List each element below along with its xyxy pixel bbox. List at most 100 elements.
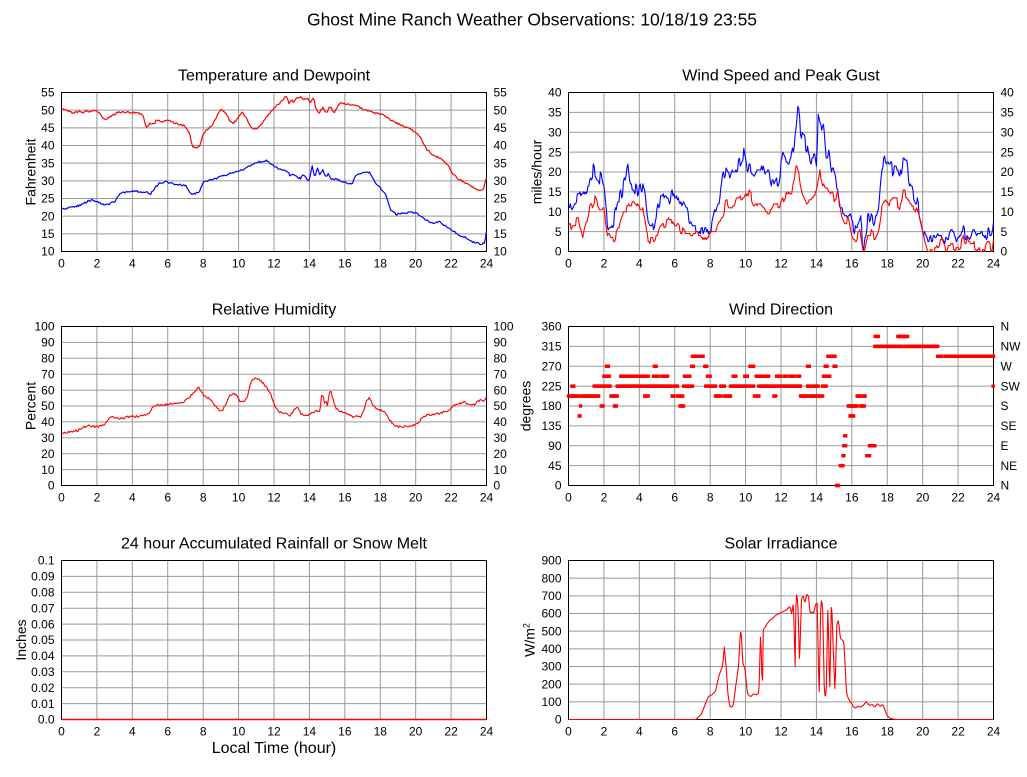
svg-text:35: 35	[548, 106, 562, 120]
svg-text:270: 270	[541, 359, 561, 373]
svg-text:Wind Speed and Peak Gust: Wind Speed and Peak Gust	[682, 68, 880, 85]
svg-text:700: 700	[541, 589, 561, 603]
svg-text:8: 8	[707, 491, 714, 505]
svg-text:12: 12	[267, 257, 281, 271]
svg-text:2: 2	[94, 491, 101, 505]
svg-text:5: 5	[555, 225, 562, 239]
svg-text:20: 20	[41, 447, 55, 461]
svg-text:35: 35	[494, 156, 508, 170]
svg-text:20: 20	[409, 725, 423, 739]
svg-text:0: 0	[48, 479, 55, 493]
svg-text:0: 0	[555, 245, 562, 259]
svg-text:20: 20	[548, 165, 562, 179]
svg-text:40: 40	[548, 86, 562, 100]
svg-text:45: 45	[41, 121, 55, 135]
svg-text:15: 15	[548, 185, 562, 199]
svg-text:30: 30	[41, 431, 55, 445]
svg-text:0.05: 0.05	[31, 633, 55, 647]
svg-text:0: 0	[494, 479, 501, 493]
svg-text:20: 20	[916, 725, 930, 739]
svg-text:0: 0	[58, 725, 65, 739]
svg-text:20: 20	[916, 257, 930, 271]
svg-text:Wind Direction: Wind Direction	[729, 302, 833, 319]
svg-text:S: S	[1001, 399, 1009, 413]
svg-text:2: 2	[601, 491, 608, 505]
svg-text:135: 135	[541, 419, 561, 433]
svg-text:0: 0	[565, 257, 572, 271]
svg-text:12: 12	[774, 491, 788, 505]
svg-text:16: 16	[845, 491, 859, 505]
svg-text:225: 225	[541, 379, 561, 393]
svg-text:18: 18	[881, 725, 895, 739]
svg-text:10: 10	[1001, 205, 1015, 219]
svg-text:50: 50	[494, 103, 508, 117]
svg-text:10: 10	[494, 245, 508, 259]
svg-text:30: 30	[41, 174, 55, 188]
svg-text:0.09: 0.09	[31, 570, 55, 584]
svg-text:35: 35	[1001, 106, 1015, 120]
svg-text:2: 2	[601, 257, 608, 271]
svg-text:80: 80	[41, 352, 55, 366]
svg-text:18: 18	[881, 491, 895, 505]
svg-text:degrees: degrees	[518, 381, 534, 432]
svg-text:20: 20	[409, 491, 423, 505]
svg-text:0: 0	[58, 491, 65, 505]
svg-text:NE: NE	[1001, 459, 1018, 473]
svg-text:24: 24	[987, 491, 1001, 505]
svg-text:10: 10	[739, 725, 753, 739]
svg-text:0.04: 0.04	[31, 649, 55, 663]
svg-text:Local Time (hour): Local Time (hour)	[212, 740, 337, 757]
svg-text:90: 90	[41, 336, 55, 350]
svg-text:0.01: 0.01	[31, 697, 55, 711]
svg-text:18: 18	[374, 725, 388, 739]
svg-text:25: 25	[494, 192, 508, 206]
svg-text:30: 30	[1001, 125, 1015, 139]
svg-text:10: 10	[494, 463, 508, 477]
svg-text:100: 100	[541, 695, 561, 709]
svg-text:0.06: 0.06	[31, 617, 55, 631]
svg-text:NW: NW	[1001, 340, 1022, 354]
svg-text:miles/hour: miles/hour	[529, 139, 545, 204]
svg-text:4: 4	[129, 725, 136, 739]
svg-text:70: 70	[41, 367, 55, 381]
svg-text:40: 40	[494, 139, 508, 153]
svg-text:2: 2	[601, 725, 608, 739]
svg-text:20: 20	[916, 491, 930, 505]
svg-text:18: 18	[881, 257, 895, 271]
svg-text:8: 8	[707, 257, 714, 271]
svg-text:30: 30	[494, 174, 508, 188]
svg-text:0.02: 0.02	[31, 681, 55, 695]
svg-text:24: 24	[987, 725, 1001, 739]
svg-text:0: 0	[555, 713, 562, 727]
svg-text:30: 30	[548, 125, 562, 139]
svg-text:50: 50	[41, 399, 55, 413]
svg-text:2: 2	[94, 257, 101, 271]
svg-text:8: 8	[200, 257, 207, 271]
svg-text:25: 25	[548, 145, 562, 159]
svg-text:6: 6	[671, 491, 678, 505]
svg-text:20: 20	[409, 257, 423, 271]
svg-text:14: 14	[810, 491, 824, 505]
svg-text:6: 6	[164, 725, 171, 739]
svg-text:800: 800	[541, 571, 561, 585]
svg-text:22: 22	[951, 491, 965, 505]
svg-text:70: 70	[494, 367, 508, 381]
svg-text:12: 12	[267, 725, 281, 739]
svg-text:14: 14	[303, 257, 317, 271]
svg-text:20: 20	[1001, 165, 1015, 179]
svg-text:N: N	[1001, 320, 1010, 334]
svg-text:600: 600	[541, 607, 561, 621]
svg-text:20: 20	[41, 209, 55, 223]
svg-text:55: 55	[41, 86, 55, 100]
svg-text:80: 80	[494, 352, 508, 366]
svg-text:2: 2	[94, 725, 101, 739]
svg-text:14: 14	[810, 725, 824, 739]
svg-text:15: 15	[494, 227, 508, 241]
svg-text:Inches: Inches	[13, 619, 29, 660]
svg-text:200: 200	[541, 677, 561, 691]
svg-text:15: 15	[1001, 185, 1015, 199]
svg-text:360: 360	[541, 320, 561, 334]
svg-text:10: 10	[232, 491, 246, 505]
svg-text:5: 5	[1001, 225, 1008, 239]
svg-text:22: 22	[444, 491, 458, 505]
